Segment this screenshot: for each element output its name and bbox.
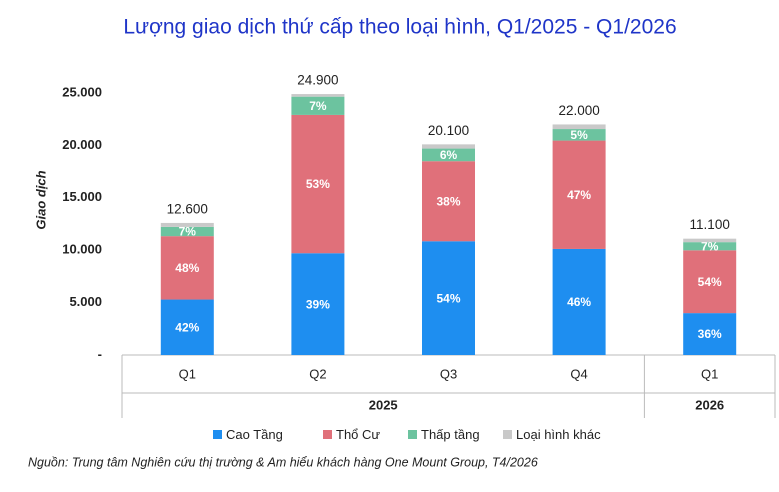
bar-segment (422, 148, 475, 162)
segment-label: 54% (698, 275, 722, 289)
y-axis-label: Giao dịch (33, 170, 48, 229)
total-label: 20.100 (428, 123, 469, 138)
x-tick-label: Q4 (570, 366, 587, 381)
y-tick-label: - (98, 346, 102, 361)
bar-segment (160, 226, 214, 237)
legend-swatch (323, 430, 332, 439)
bar-segment (683, 238, 737, 243)
y-tick-label: 25.000 (62, 84, 102, 99)
group-label: 2025 (369, 397, 398, 412)
segment-label: 7% (309, 99, 327, 113)
y-tick-label: 5.000 (69, 294, 102, 309)
bar-segment (683, 313, 737, 355)
group-label: 2026 (695, 397, 724, 412)
segment-label: 7% (179, 225, 197, 239)
bar-segment (291, 96, 345, 115)
y-tick-label: 10.000 (62, 242, 102, 257)
segment-label: 39% (306, 297, 330, 311)
total-label: 22.000 (558, 103, 599, 118)
bar-segment (160, 299, 214, 355)
segment-label: 54% (436, 291, 460, 305)
bar-segment (160, 222, 214, 227)
bar-segment (291, 253, 345, 355)
segment-label: 6% (440, 148, 458, 162)
y-tick-label: 20.000 (62, 137, 102, 152)
legend-swatch (408, 430, 417, 439)
chart-title: Lượng giao dịch thứ cấp theo loại hình, … (123, 16, 676, 39)
bar-segment (683, 242, 737, 251)
segment-label: 42% (175, 320, 199, 334)
bar-segment (291, 94, 345, 97)
bar-segment (160, 236, 214, 300)
total-label: 11.100 (690, 217, 730, 232)
y-tick-label: 15.000 (62, 189, 102, 204)
x-tick-label: Q3 (440, 366, 457, 381)
total-label: 12.600 (167, 202, 208, 217)
legend-label: Thấp tầng (421, 427, 480, 442)
source-note: Nguồn: Trung tâm Nghiên cứu thị trường &… (28, 455, 538, 469)
bar-segment (422, 161, 475, 242)
segment-label: 47% (567, 188, 591, 202)
bar-segment (683, 250, 737, 314)
segment-label: 46% (567, 295, 591, 309)
legend-label: Thổ Cư (336, 427, 380, 442)
segment-label: 38% (436, 194, 460, 208)
segment-label: 5% (570, 128, 588, 142)
legend-label: Cao Tầng (226, 427, 283, 442)
bar-segment (552, 129, 606, 141)
bar-segment (552, 248, 606, 355)
legend-label: Loại hình khác (516, 427, 601, 442)
segment-label: 53% (306, 177, 330, 191)
x-tick-label: Q2 (309, 366, 326, 381)
total-label: 24.900 (297, 73, 338, 88)
bar-segment (422, 144, 475, 149)
segment-label: 7% (701, 239, 719, 253)
x-tick-label: Q1 (701, 366, 718, 381)
segment-label: 36% (698, 327, 722, 341)
bar-segment (422, 241, 475, 355)
bar-segment (291, 114, 345, 254)
bar-segment (552, 124, 606, 130)
legend-swatch (213, 430, 222, 439)
x-tick-label: Q1 (179, 366, 196, 381)
segment-label: 48% (175, 261, 199, 275)
bar-segment (552, 140, 606, 249)
legend-swatch (503, 430, 512, 439)
